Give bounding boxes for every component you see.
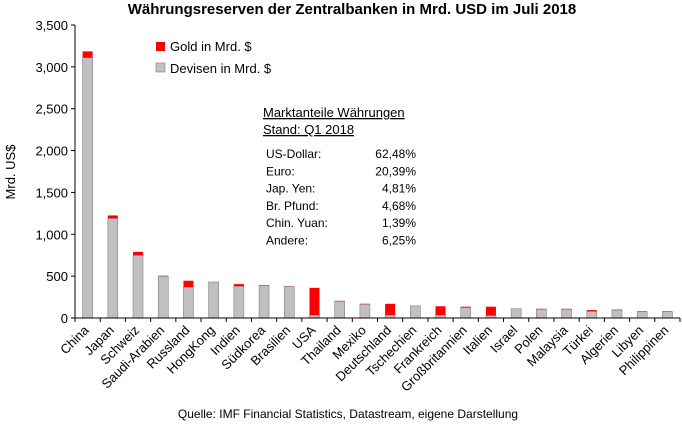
bar-gold-deutschland	[385, 303, 396, 316]
market-share-value: 4,68%	[382, 199, 416, 213]
market-share-currency: Andere:	[266, 234, 308, 248]
bar-gold-italien	[485, 306, 496, 316]
bar-gold-japan	[107, 215, 118, 219]
legend-label-devisen: Devisen in Mrd. $	[170, 61, 272, 76]
bar-devisen-tschechien	[410, 305, 421, 319]
chart-title: Währungsreserven der Zentralbanken in Mr…	[128, 1, 576, 18]
bar-devisen-thailand	[334, 300, 345, 319]
legend-swatch-devisen	[155, 62, 166, 73]
market-share-currency: US-Dollar:	[266, 147, 321, 161]
bar-devisen-libyen	[636, 311, 648, 319]
market-share-value: 4,81%	[382, 182, 416, 196]
bar-devisen-schweiz	[132, 254, 144, 319]
bar-devisen-malaysia	[561, 308, 572, 319]
bar-gold-russland	[183, 280, 194, 288]
bar-gold-schweiz	[133, 251, 144, 256]
y-tick-label: 3,500	[35, 18, 68, 33]
bar-devisen-israel	[510, 308, 522, 319]
market-share-currency: Jap. Yen:	[266, 182, 315, 196]
x-tick-label: Italien	[460, 323, 495, 358]
bars	[82, 51, 673, 319]
bar-devisen-russland	[183, 286, 194, 319]
bar-devisen-hongkong	[208, 281, 219, 319]
bar-gold-türkei	[586, 310, 597, 312]
bar-devisen-indien	[233, 285, 245, 319]
x-axis: ChinaJapanSchweizSaudi-ArabienRusslandHo…	[57, 317, 681, 394]
bar-devisen-japan	[107, 218, 119, 319]
market-share-box: Marktanteile Währungen Stand: Q1 2018 US…	[263, 105, 416, 248]
bar-devisen-südkorea	[258, 285, 270, 319]
legend-label-gold: Gold in Mrd. $	[170, 39, 252, 54]
market-share-rows: US-Dollar: 62,48% Euro: 20,39% Jap. Yen: 4,81…	[266, 147, 416, 248]
bar-gold-frankreich	[435, 306, 446, 316]
market-share-currency: Euro:	[266, 164, 295, 178]
y-tick-label: 0	[61, 311, 68, 326]
y-tick-label: 3,000	[35, 60, 68, 75]
bar-gold-großbritannien	[460, 306, 471, 308]
bar-gold-usa	[309, 287, 320, 316]
market-share-currency: Br. Pfund:	[266, 199, 319, 213]
y-tick-label: 1,000	[35, 227, 68, 242]
bar-gold-indien	[233, 284, 244, 287]
bar-devisen-mexiko	[359, 303, 371, 319]
bar-devisen-saudi-arabien	[157, 275, 169, 319]
market-share-subheading: Stand: Q1 2018	[263, 122, 354, 137]
legend-swatch-gold	[156, 42, 165, 51]
bar-devisen-china	[82, 57, 93, 319]
bar-devisen-großbritannien	[460, 307, 472, 319]
market-share-heading: Marktanteile Währungen	[263, 105, 405, 120]
y-tick-label: 2,500	[35, 102, 68, 117]
y-axis-label: Mrd. US$	[3, 144, 18, 200]
market-share-value: 62,48%	[375, 147, 416, 161]
bar-devisen-brasilien	[283, 286, 295, 319]
y-axis: 0 500 1,000 1,500 2,000 2,500 3,000 3,500	[35, 18, 76, 326]
source-note: Quelle: IMF Financial Statistics, Datast…	[178, 407, 518, 421]
legend: Gold in Mrd. $ Devisen in Mrd. $	[155, 39, 272, 76]
bar-devisen-algerien	[611, 309, 623, 319]
y-tick-label: 2,000	[35, 144, 68, 159]
market-share-currency: Chin. Yuan:	[266, 216, 328, 230]
market-share-value: 6,25%	[382, 234, 416, 248]
y-tick-label: 1,500	[35, 185, 68, 200]
bar-devisen-philippinen	[662, 311, 673, 319]
bar-devisen-türkei	[586, 311, 598, 319]
bar-gold-china	[82, 51, 93, 58]
y-tick-label: 500	[46, 269, 68, 284]
market-share-value: 1,39%	[382, 216, 416, 230]
bar-devisen-polen	[536, 308, 547, 319]
market-share-value: 20,39%	[375, 164, 416, 178]
